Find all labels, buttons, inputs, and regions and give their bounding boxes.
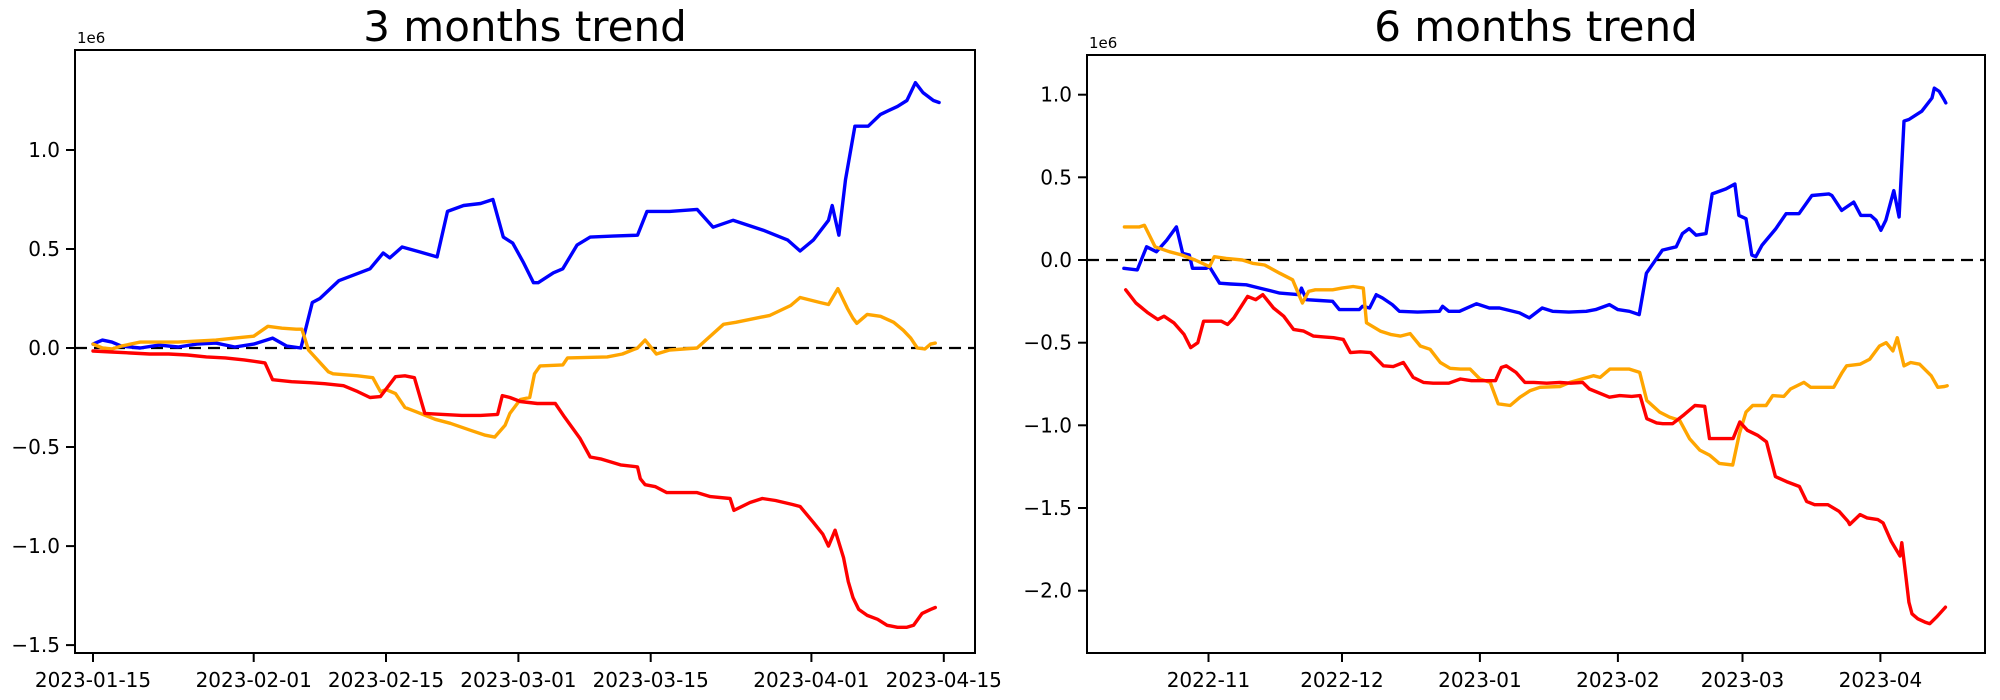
x-axis-ticks: 2022-11 2022-12 2023-01 2023-02 2023-03 2023-… [1167, 653, 1922, 692]
y-tick-label: −2.0 [1023, 579, 1072, 603]
x-tick-label: 2023-04 [1839, 668, 1923, 692]
y-tick-label: 1.0 [1040, 83, 1072, 107]
x-tick-label: 2022-11 [1167, 668, 1251, 692]
y-tick-label: −1.0 [11, 534, 60, 558]
y-tick-label: 0.0 [28, 336, 60, 360]
chart-6m: 2022-11 2022-12 2023-01 2023-02 2023-03 2023-… [1023, 54, 1986, 692]
x-tick-label: 2023-01 [1438, 668, 1522, 692]
y-tick-label: −0.5 [1023, 331, 1072, 355]
axes-frame [74, 49, 976, 654]
y-tick-label: 1.0 [28, 138, 60, 162]
chart-title-3-months-trend: 3 months trend [363, 2, 687, 51]
series-line-red [91, 349, 937, 629]
chart-3m: 2023-01-15 2023-02-01 2023-02-15 2023-03-01… [11, 49, 1002, 692]
y-tick-label: 0.5 [1040, 165, 1072, 189]
y-tick-label: 0.0 [1040, 248, 1072, 272]
x-axis-ticks: 2023-01-15 2023-02-01 2023-02-15 2023-03-01… [35, 653, 1002, 692]
x-tick-label: 2023-02 [1576, 668, 1660, 692]
x-tick-label: 2023-02-15 [328, 668, 444, 692]
chart-title-6-months-trend: 6 months trend [1374, 2, 1698, 51]
x-tick-label: 2023-04-15 [886, 668, 1002, 692]
y-tick-label: −1.5 [1023, 496, 1072, 520]
y-axis-offset-label-3m: 1e6 [77, 29, 106, 47]
y-tick-label: −0.5 [11, 435, 60, 459]
axes-frame [1086, 54, 1986, 654]
y-axis-offset-label-6m: 1e6 [1089, 34, 1118, 52]
y-tick-label: −1.5 [11, 633, 60, 657]
series-line-blue [1122, 86, 1948, 320]
x-tick-label: 2023-03 [1701, 668, 1785, 692]
y-tick-label: −1.0 [1023, 413, 1072, 437]
x-tick-label: 2023-02-01 [196, 668, 312, 692]
series-line-orange [91, 286, 937, 439]
x-tick-label: 2023-01-15 [35, 668, 151, 692]
y-axis-ticks: 1.0 0.5 0.0 −0.5 −1.0 −1.5 −2.0 [1023, 83, 1087, 603]
x-tick-label: 2023-03-01 [460, 668, 576, 692]
x-tick-label: 2023-03-15 [593, 668, 709, 692]
y-tick-label: 0.5 [28, 237, 60, 261]
series-line-blue [91, 80, 941, 350]
series-line-orange [1122, 223, 1949, 467]
y-axis-ticks: 1.0 0.5 0.0 −0.5 −1.0 −1.5 [11, 138, 75, 657]
x-tick-label: 2023-04-01 [753, 668, 869, 692]
x-tick-label: 2022-12 [1300, 668, 1384, 692]
series-line-red [1123, 288, 1948, 626]
